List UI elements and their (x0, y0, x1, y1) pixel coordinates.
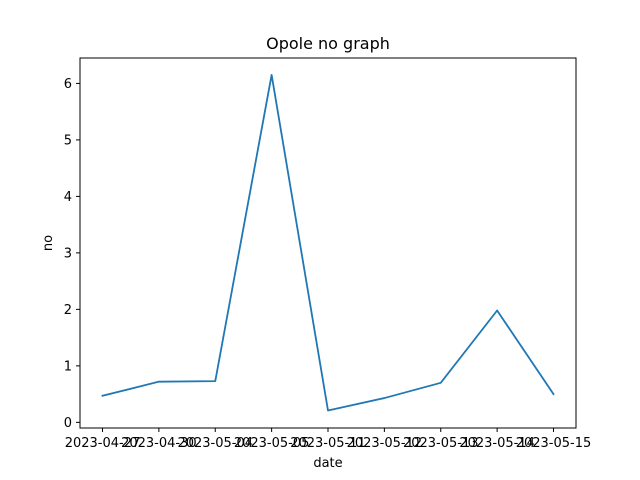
series-layer (101, 74, 555, 412)
x-axis-label: date (313, 456, 342, 471)
x-tick-label: 2023-05-15 (516, 436, 592, 451)
y-axis-label: no (41, 235, 56, 251)
x-tick-label: 2023-05-14 (459, 436, 535, 451)
x-tick-label: 2023-05-04 (177, 436, 253, 451)
y-tick-label: 5 (64, 133, 72, 148)
y-axis: 0 1 2 3 4 5 6 (64, 77, 80, 431)
y-tick-label: 3 (64, 246, 72, 261)
chart-title: Opole no graph (266, 34, 390, 53)
y-tick-label: 4 (64, 190, 72, 205)
plot-area (79, 57, 577, 429)
x-tick-label: 2023-04-27 (65, 436, 141, 451)
x-axis: 2023-04-272023-04-302023-05-042023-05-05… (65, 428, 592, 451)
y-tick-label: 0 (64, 416, 72, 431)
x-tick-label: 2023-05-11 (290, 436, 366, 451)
y-tick-label: 1 (64, 359, 72, 374)
x-tick-label: 2023-04-30 (121, 436, 197, 451)
y-tick-label: 6 (64, 77, 72, 92)
y-tick-label: 2 (64, 303, 72, 318)
x-tick-label: 2023-05-12 (347, 436, 423, 451)
x-tick-label: 2023-05-05 (234, 436, 310, 451)
x-tick-label: 2023-05-13 (403, 436, 479, 451)
